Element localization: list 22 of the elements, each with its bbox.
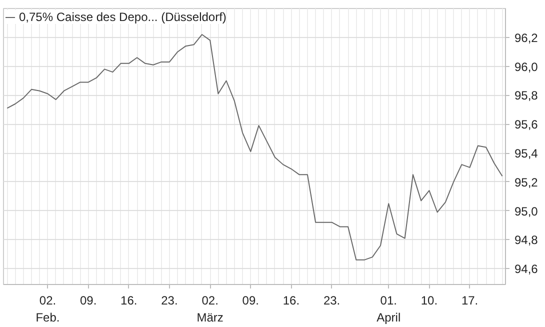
legend-label: 0,75% Caisse des Depo... (Düsseldorf): [19, 10, 226, 24]
y-tick-label: 94,6: [514, 262, 538, 276]
x-tick-label: 17.: [461, 294, 478, 308]
x-tick-label: 23.: [161, 294, 178, 308]
x-tick-label: 09.: [80, 294, 97, 308]
x-tick-label: 02. März: [196, 294, 224, 324]
y-tick-label: 95,0: [514, 204, 538, 218]
y-tick-label: 96,0: [514, 60, 538, 74]
y-tick-label: 95,2: [514, 175, 538, 190]
x-tick-label: 01. April: [376, 294, 401, 324]
x-tick-label: 09.: [242, 294, 259, 308]
y-tick-label: 94,8: [514, 233, 538, 248]
y-tick-label: 95,6: [514, 118, 538, 132]
x-tick-label: 16.: [120, 294, 138, 308]
y-tick-label: 96,2: [514, 30, 538, 45]
y-tick-label: 95,4: [514, 146, 538, 161]
x-tick-label: 16.: [282, 294, 300, 308]
x-tick-label: 10.: [420, 294, 438, 308]
y-tick-label: 95,8: [514, 88, 538, 103]
x-tick-label: 02. Feb.: [36, 294, 60, 324]
x-tick-label: 23.: [323, 294, 340, 308]
line-series: [6, 34, 503, 260]
